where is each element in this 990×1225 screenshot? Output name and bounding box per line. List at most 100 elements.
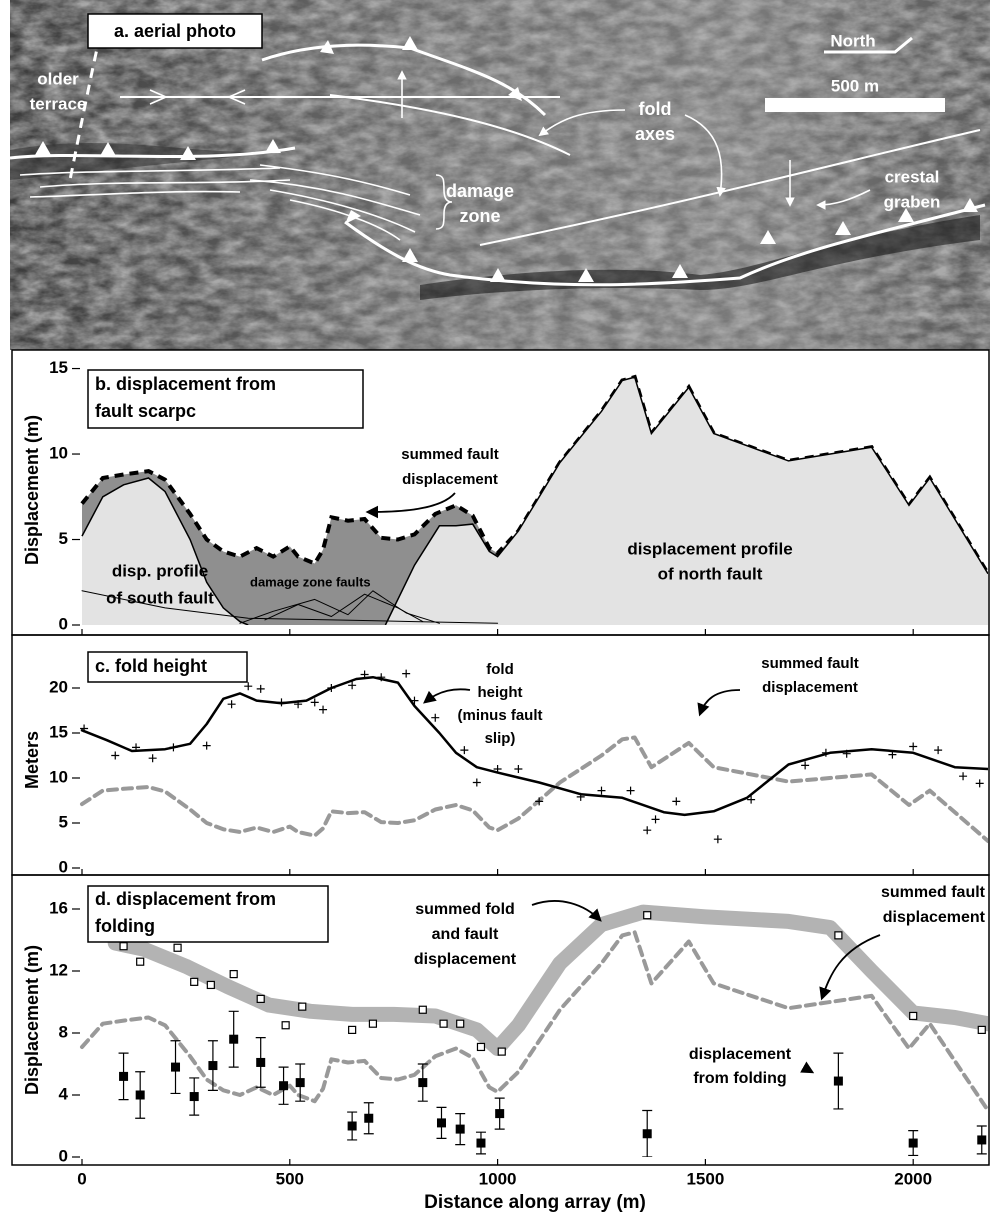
cross-point bbox=[228, 700, 236, 708]
y-axis-title: Meters bbox=[22, 731, 42, 789]
y-tick-label: 8 bbox=[59, 1022, 68, 1041]
square-point bbox=[644, 912, 651, 919]
square-point bbox=[229, 1035, 238, 1044]
annotation: (minus fault bbox=[458, 707, 543, 724]
square-point bbox=[419, 1006, 426, 1013]
annotation: of south fault bbox=[106, 588, 214, 607]
cross-point bbox=[514, 765, 522, 773]
figure: a. aerial photoolderterracefoldaxesdamag… bbox=[0, 0, 990, 1220]
cross-point bbox=[934, 746, 942, 754]
annotation: summed fault bbox=[881, 884, 986, 901]
square-point bbox=[190, 1092, 199, 1101]
annotation: height bbox=[478, 684, 523, 701]
annotation-arrow bbox=[700, 690, 740, 714]
y-tick-label: 0 bbox=[59, 1146, 68, 1165]
annotation: displacement profile bbox=[627, 539, 792, 558]
square-point bbox=[456, 1125, 465, 1134]
photo-label: damage bbox=[446, 181, 514, 201]
annotation: disp. profile bbox=[112, 561, 208, 580]
annotation: summed fold bbox=[415, 901, 515, 918]
square-point bbox=[230, 971, 237, 978]
line bbox=[82, 677, 988, 815]
square-point bbox=[437, 1118, 446, 1127]
panel-title: b. displacement from bbox=[95, 374, 276, 394]
cross-point bbox=[149, 754, 157, 762]
y-axis-title: Displacement (m) bbox=[22, 415, 42, 565]
x-tick-label: 1500 bbox=[686, 1169, 724, 1188]
cross-point bbox=[402, 670, 410, 678]
x-tick-label: 2000 bbox=[894, 1169, 932, 1188]
photo-label: zone bbox=[459, 206, 500, 226]
cross-point bbox=[319, 706, 327, 714]
aerial-photo bbox=[10, 0, 990, 350]
square-point bbox=[835, 932, 842, 939]
square-point bbox=[296, 1078, 305, 1087]
area-fill bbox=[385, 377, 988, 625]
square-point bbox=[174, 944, 181, 951]
y-tick-label: 4 bbox=[59, 1084, 69, 1103]
cross-point bbox=[597, 787, 605, 795]
square-point bbox=[364, 1114, 373, 1123]
square-point bbox=[418, 1078, 427, 1087]
annotation-arrow bbox=[805, 1068, 812, 1072]
square-point bbox=[498, 1048, 505, 1055]
cross-point bbox=[169, 743, 177, 751]
square-point bbox=[909, 1139, 918, 1148]
square-point bbox=[299, 1003, 306, 1010]
panel-title: c. fold height bbox=[95, 656, 207, 676]
cross-point bbox=[976, 779, 984, 787]
photo-label: 500 m bbox=[831, 76, 879, 95]
annotation-arrow bbox=[368, 493, 455, 512]
y-tick-label: 10 bbox=[49, 444, 68, 463]
panel-title: folding bbox=[95, 916, 155, 936]
x-tick-label: 500 bbox=[276, 1169, 304, 1188]
square-point bbox=[282, 1022, 289, 1029]
line bbox=[82, 738, 988, 842]
plot-area bbox=[82, 912, 988, 1157]
cross-point bbox=[257, 685, 265, 693]
cross-point bbox=[672, 797, 680, 805]
square-point bbox=[457, 1020, 464, 1027]
annotation: fold bbox=[486, 661, 514, 678]
cross-point bbox=[473, 779, 481, 787]
cross-point bbox=[311, 698, 319, 706]
square-point bbox=[369, 1020, 376, 1027]
square-point bbox=[978, 1026, 985, 1033]
y-tick-label: 0 bbox=[59, 614, 68, 633]
y-tick-label: 5 bbox=[59, 529, 68, 548]
square-point bbox=[349, 1026, 356, 1033]
cross-point bbox=[801, 761, 809, 769]
page: { "photo": { "title": "a. aerial photo",… bbox=[0, 0, 990, 1220]
square-point bbox=[476, 1139, 485, 1148]
square-point bbox=[257, 995, 264, 1002]
square-point bbox=[977, 1135, 986, 1144]
square-point bbox=[207, 981, 214, 988]
square-point bbox=[119, 1072, 128, 1081]
y-tick-label: 15 bbox=[49, 722, 68, 741]
cross-point bbox=[203, 742, 211, 750]
cross-point bbox=[643, 826, 651, 834]
cross-point bbox=[909, 743, 917, 751]
photo-label: older bbox=[37, 69, 79, 88]
square-point bbox=[137, 958, 144, 965]
annotation: displacement bbox=[883, 909, 986, 926]
y-axis-title: Displacement (m) bbox=[22, 945, 42, 1095]
annotation-arrow bbox=[425, 689, 470, 702]
photo-label: North bbox=[830, 31, 875, 50]
annotation: and fault bbox=[432, 926, 499, 943]
annotation: summed fault bbox=[761, 655, 859, 672]
panel-title: fault scarpc bbox=[95, 401, 196, 421]
cross-point bbox=[277, 698, 285, 706]
y-tick-label: 12 bbox=[49, 960, 68, 979]
photo-label: graben bbox=[884, 192, 941, 211]
square-point bbox=[191, 978, 198, 985]
square-point bbox=[834, 1077, 843, 1086]
annotation: displacement bbox=[414, 951, 517, 968]
cross-point bbox=[111, 752, 119, 760]
square-point bbox=[256, 1058, 265, 1067]
square-point bbox=[208, 1061, 217, 1070]
cross-point bbox=[460, 746, 468, 754]
y-tick-label: 10 bbox=[49, 767, 68, 786]
cross-point bbox=[652, 815, 660, 823]
y-tick-label: 20 bbox=[49, 677, 68, 696]
